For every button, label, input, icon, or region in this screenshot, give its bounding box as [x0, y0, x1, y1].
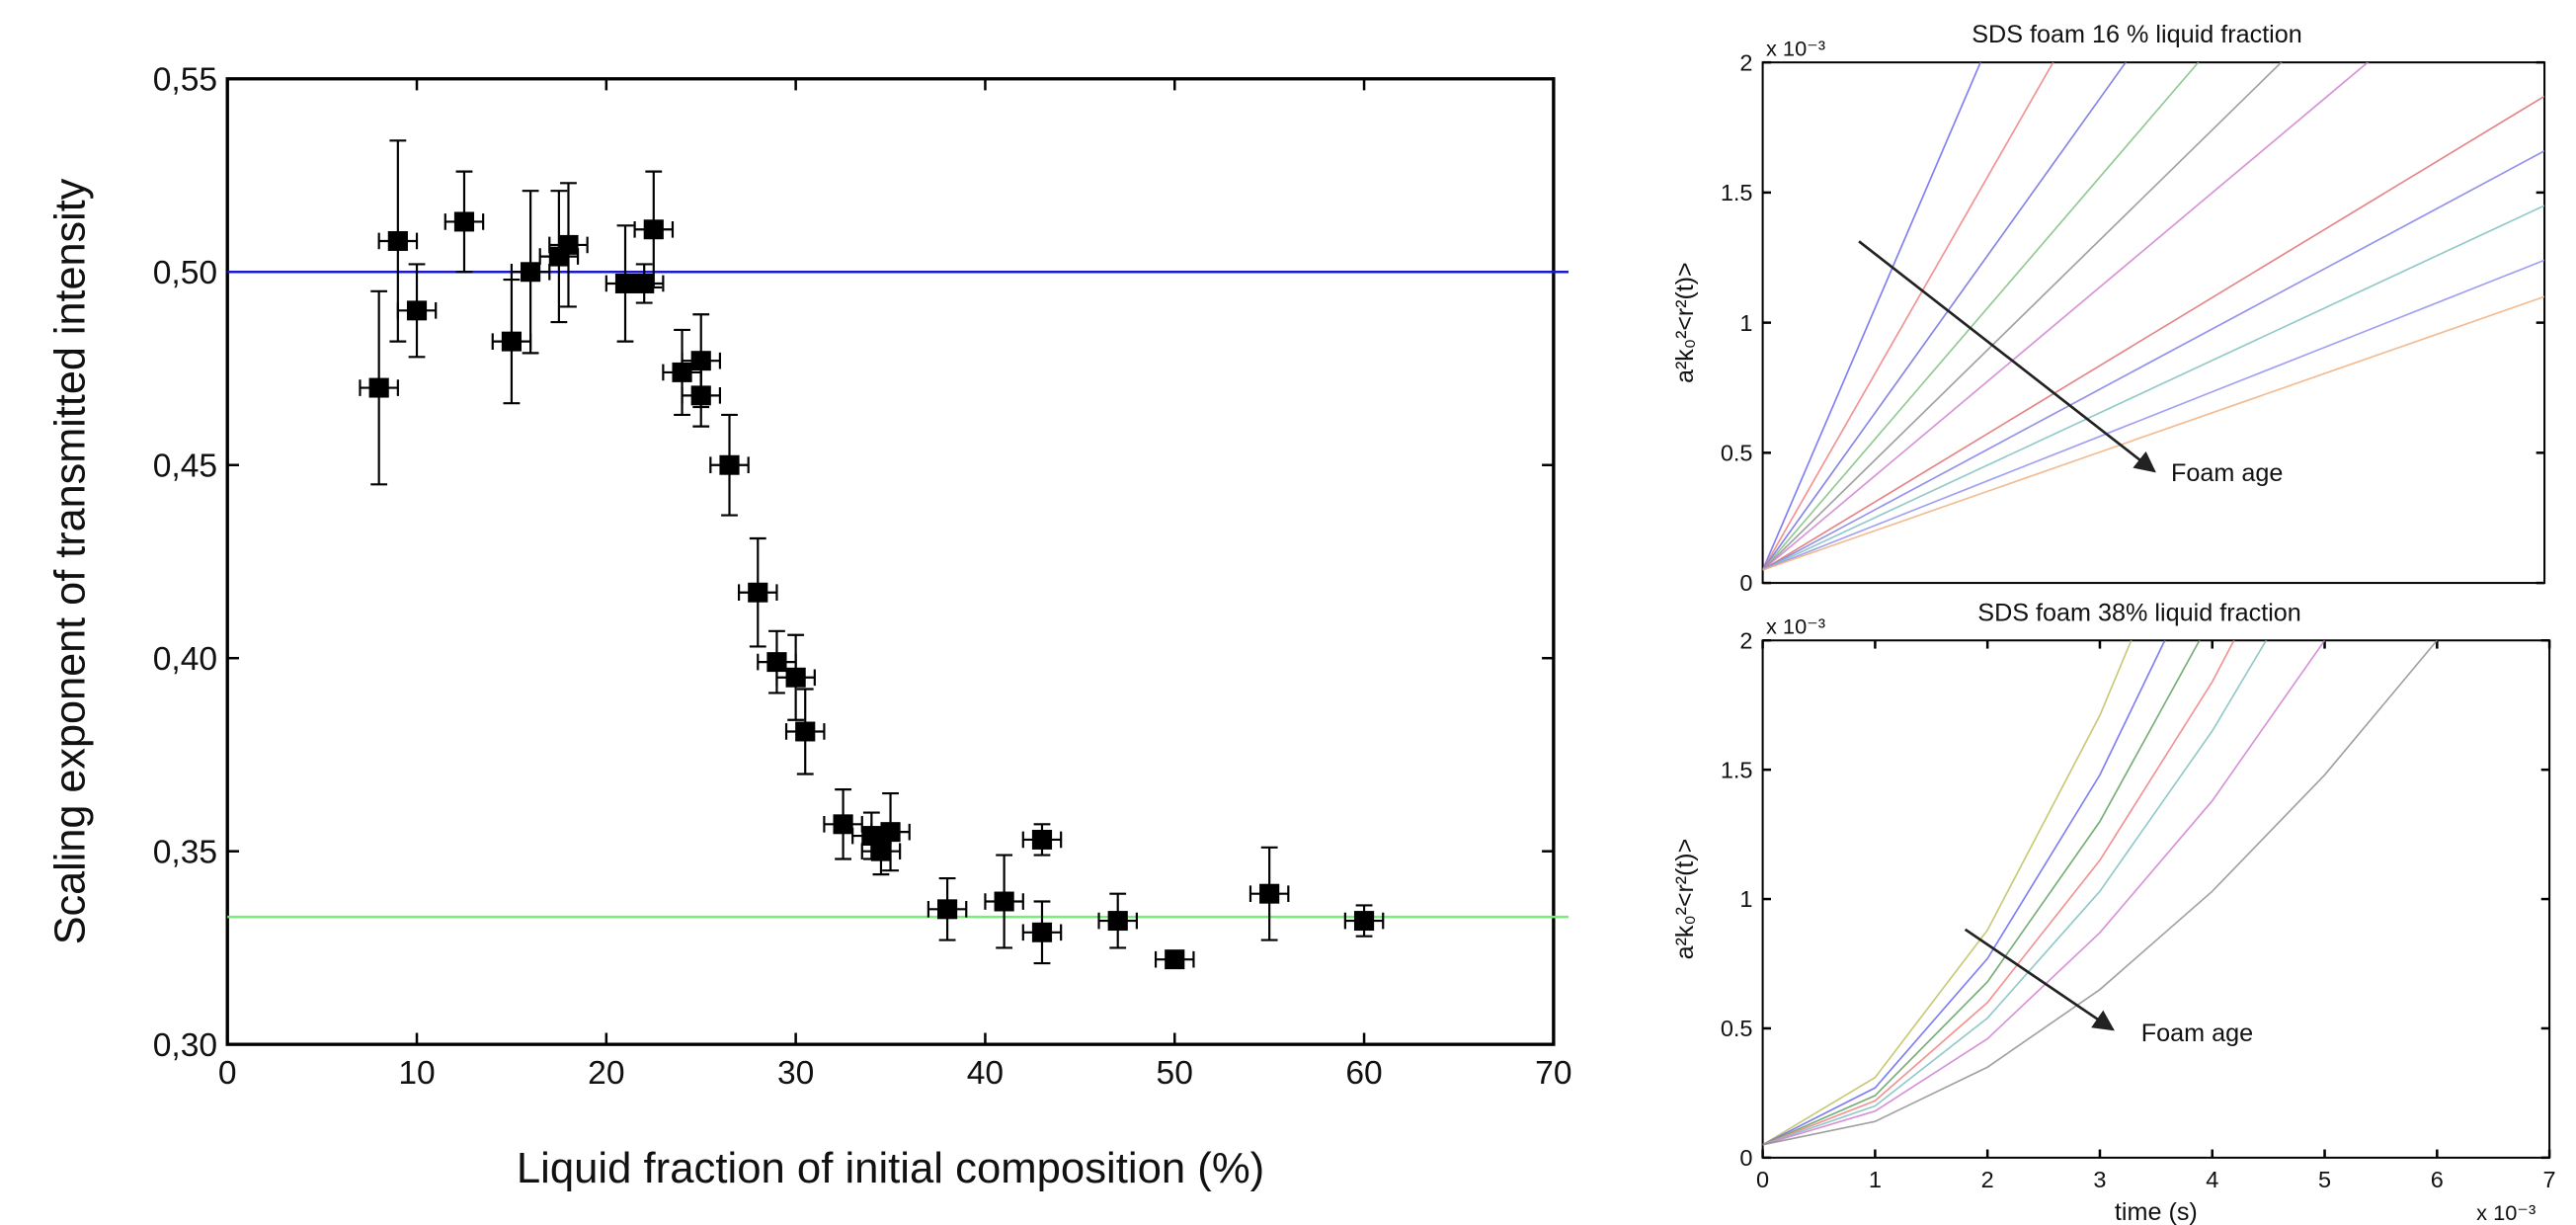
- y-tick-label: 0,40: [153, 641, 217, 678]
- point: [406, 300, 428, 321]
- series-line: [1762, 62, 2370, 571]
- point: [634, 274, 655, 293]
- series-line: [1762, 62, 2128, 571]
- point: [870, 841, 892, 861]
- series-line: [1762, 640, 2133, 1146]
- point: [766, 652, 787, 673]
- series-line: [1762, 640, 2268, 1146]
- y-tick-label: 0,45: [153, 449, 217, 485]
- series-line: [1762, 150, 2545, 571]
- series-line: [1762, 62, 1981, 571]
- point: [501, 331, 523, 352]
- y-tick-label: 1.5: [1721, 180, 1753, 205]
- point: [1165, 949, 1185, 970]
- chart-title: SDS foam 16 % liquid fraction: [1972, 21, 2302, 48]
- point: [368, 377, 389, 398]
- point: [672, 362, 692, 382]
- x-tick-label: 20: [588, 1055, 624, 1092]
- y-axis-label: a²k₀²<r²(t)>: [1671, 262, 1699, 382]
- series-line: [1762, 62, 2054, 571]
- x-tick-label: 7: [2543, 1167, 2556, 1192]
- series-line: [1762, 204, 2545, 571]
- y-tick-label: 0.5: [1721, 1016, 1753, 1041]
- series-line: [1762, 259, 2545, 571]
- point: [387, 231, 408, 251]
- x-tick-label: 2: [1981, 1167, 1994, 1192]
- x-tick-label: 1: [1869, 1167, 1882, 1192]
- point: [833, 814, 853, 835]
- arrow: [1858, 240, 2156, 473]
- x-tick-label: 0: [1756, 1167, 1769, 1192]
- x-tick-label: 40: [967, 1055, 1004, 1092]
- x-tick-label: 6: [2431, 1167, 2444, 1192]
- y-multiplier: x 10⁻³: [1766, 37, 1825, 61]
- point: [453, 211, 475, 232]
- x-tick-label: 3: [2093, 1167, 2106, 1192]
- x-multiplier: x 10⁻³: [2476, 1200, 2536, 1225]
- x-tick-label: 5: [2318, 1167, 2331, 1192]
- y-tick-label: 0,55: [153, 62, 217, 99]
- y-tick-label: 0,35: [153, 834, 217, 870]
- series-line: [1762, 640, 2438, 1146]
- plot-area: [1762, 62, 2545, 571]
- y-tick-label: 2: [1739, 628, 1752, 654]
- y-tick-label: 1.5: [1721, 757, 1753, 782]
- y-tick-label: 1: [1739, 310, 1752, 336]
- chart-title: SDS foam 38% liquid fraction: [1977, 599, 2301, 626]
- series-line: [1762, 640, 2235, 1146]
- x-tick-label: 70: [1535, 1055, 1571, 1092]
- point: [521, 262, 541, 283]
- point: [880, 822, 901, 843]
- y-tick-label: 0,50: [153, 255, 217, 291]
- x-tick-label: 4: [2206, 1167, 2218, 1192]
- point: [994, 891, 1014, 912]
- point: [1031, 829, 1053, 850]
- arrow: [1964, 928, 2115, 1031]
- series-line: [1762, 640, 2166, 1146]
- point: [795, 721, 816, 742]
- annotation: Foam age: [2171, 459, 2283, 487]
- x-tick-label: 0: [218, 1055, 237, 1092]
- annotation: Foam age: [2141, 1020, 2253, 1047]
- series-line: [1762, 95, 2545, 571]
- point: [748, 582, 768, 603]
- y-axis-label: a²k₀²<r²(t)>: [1671, 839, 1699, 959]
- series-line: [1762, 640, 2201, 1146]
- point: [643, 219, 664, 240]
- series-line: [1762, 62, 2200, 571]
- plot-frame: [1761, 61, 2546, 585]
- y-tick-label: 0: [1739, 570, 1752, 596]
- series-line: [1762, 295, 2545, 571]
- x-tick-label: 60: [1345, 1055, 1382, 1092]
- series-line: [1762, 640, 2326, 1146]
- y-tick-label: 0: [1739, 1145, 1752, 1171]
- point: [937, 899, 958, 920]
- point: [690, 385, 711, 406]
- point: [785, 667, 806, 688]
- y-axis-label: Scaling exponent of transmitted intensit…: [46, 178, 94, 944]
- point: [1031, 922, 1053, 942]
- y-multiplier: x 10⁻³: [1766, 614, 1825, 639]
- point: [1107, 911, 1128, 932]
- x-axis-label: Liquid fraction of initial composition (…: [517, 1145, 1264, 1192]
- point: [558, 234, 579, 255]
- series-line: [1762, 62, 2283, 571]
- point: [1353, 911, 1375, 932]
- plot-area: [1762, 640, 2438, 1146]
- plot-frame: [225, 77, 1556, 1046]
- point: [1259, 883, 1280, 904]
- x-tick-label: 10: [398, 1055, 435, 1092]
- y-tick-label: 0,30: [153, 1027, 217, 1064]
- x-tick-label: 50: [1157, 1055, 1193, 1092]
- y-tick-label: 1: [1739, 886, 1752, 912]
- x-axis-label: time (s): [2115, 1198, 2198, 1225]
- y-tick-label: 2: [1739, 49, 1752, 75]
- x-tick-label: 30: [777, 1055, 814, 1092]
- y-tick-label: 0.5: [1721, 441, 1753, 466]
- point: [719, 454, 740, 475]
